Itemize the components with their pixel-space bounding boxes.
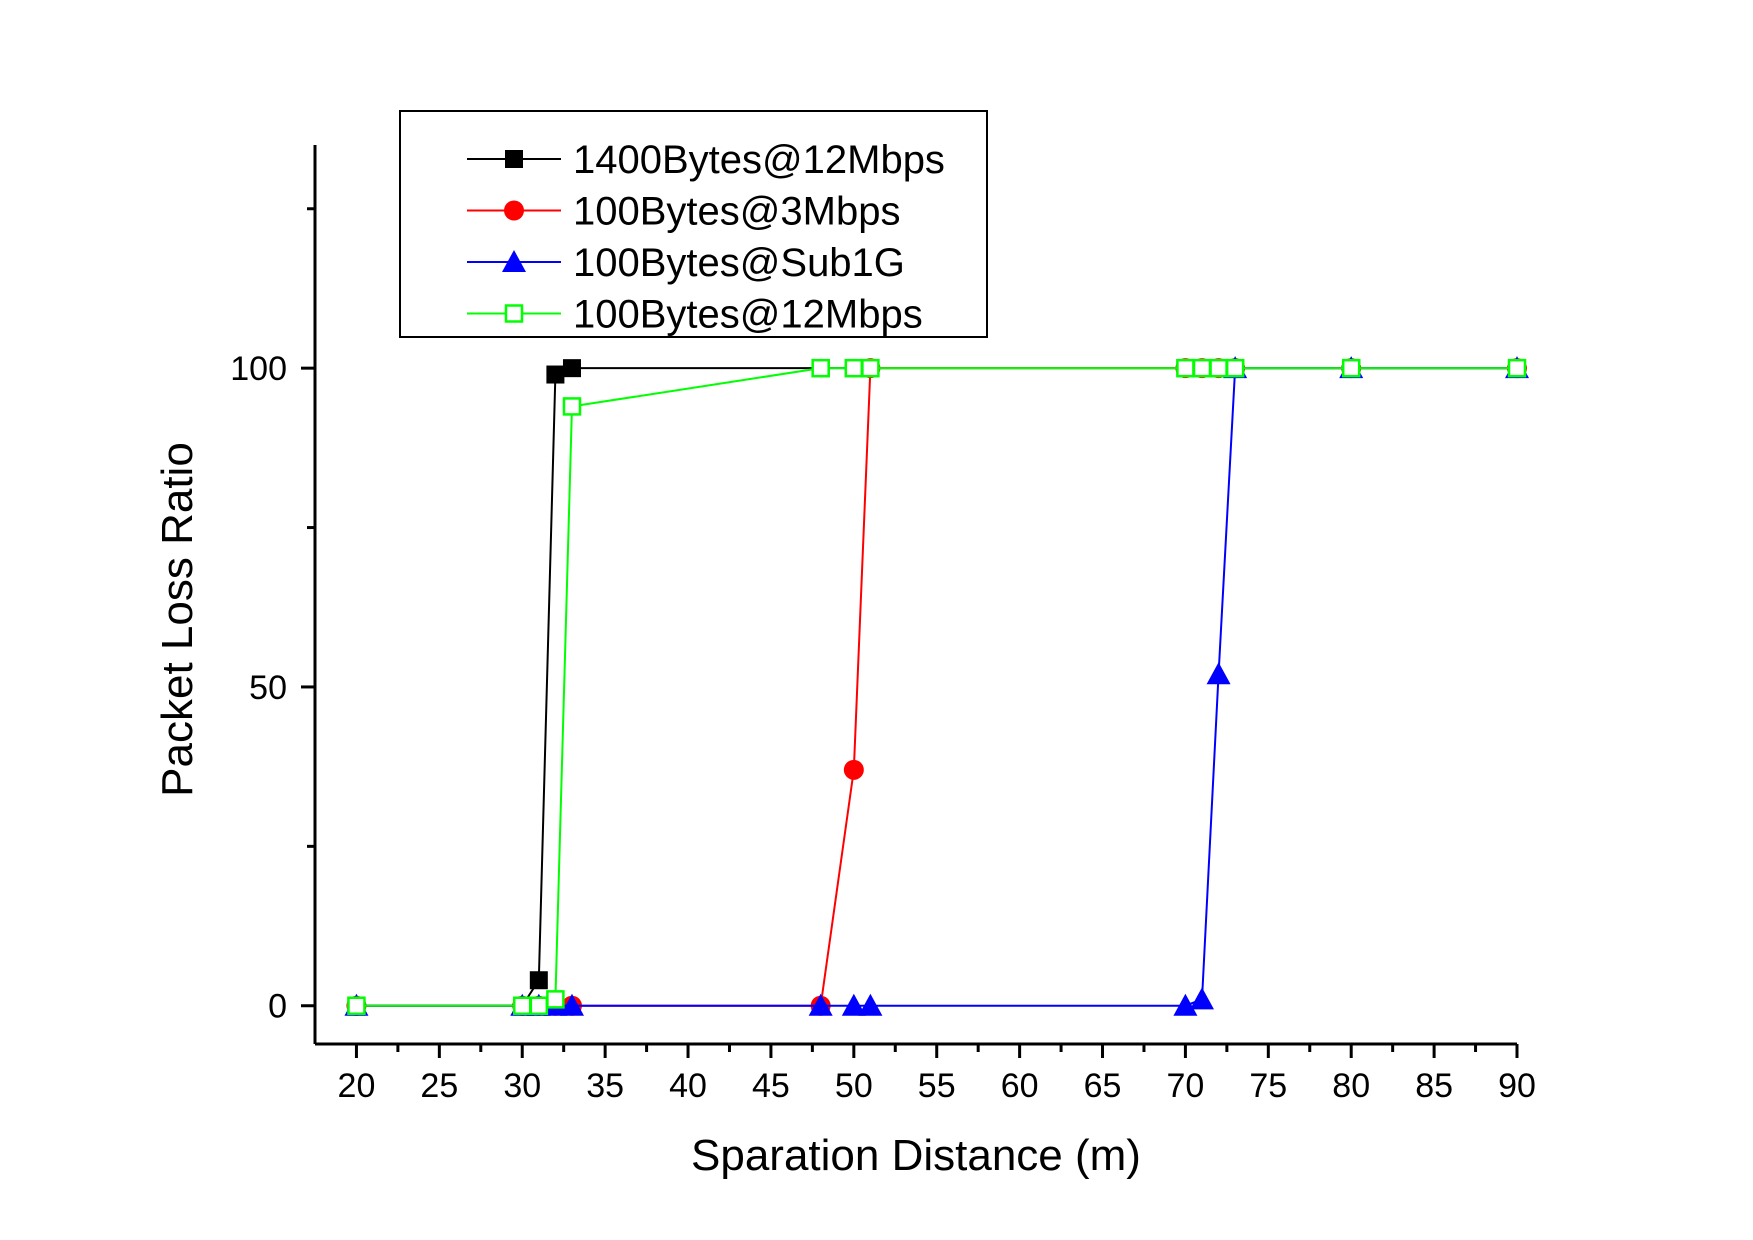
data-point — [1192, 358, 1212, 378]
data-point — [1507, 358, 1527, 378]
data-point — [1209, 358, 1228, 378]
y-axis-title: Packet Loss Ratio — [153, 442, 202, 797]
data-point — [562, 397, 582, 416]
data-point — [546, 365, 565, 384]
x-tick-label: 35 — [586, 1067, 624, 1105]
x-axis-title: Sparation Distance (m) — [691, 1131, 1141, 1180]
data-point — [1173, 993, 1198, 1016]
data-point — [546, 990, 565, 1009]
x-tick-label: 85 — [1415, 1067, 1453, 1105]
legend-marker — [504, 200, 524, 221]
plot-area — [344, 356, 1529, 1016]
legend-marker — [502, 250, 526, 272]
x-tick-label: 65 — [1084, 1067, 1122, 1105]
data-point — [1225, 358, 1245, 378]
data-point — [529, 996, 549, 1015]
legend-label: 100Bytes@12Mbps — [573, 293, 923, 337]
data-point — [1176, 358, 1195, 378]
x-tick-label: 55 — [918, 1067, 956, 1105]
series-4 — [347, 358, 1527, 1015]
x-tick-label: 80 — [1332, 1067, 1370, 1105]
data-point — [843, 759, 864, 780]
series-line — [356, 367, 1517, 1007]
data-point — [559, 993, 584, 1016]
x-tick-label: 20 — [338, 1067, 376, 1105]
series-line — [356, 367, 1517, 1007]
x-tick-label: 50 — [835, 1067, 873, 1105]
x-tick-label: 45 — [752, 1067, 790, 1105]
legend-box — [399, 110, 988, 338]
series-line — [356, 367, 1517, 1007]
legend-marker — [505, 150, 523, 168]
data-point — [529, 971, 548, 990]
y-tick-label: 50 — [249, 669, 287, 707]
data-point — [858, 993, 883, 1016]
data-point — [1341, 358, 1361, 378]
x-tick-label: 70 — [1166, 1067, 1204, 1105]
y-tick-label: 0 — [268, 988, 287, 1026]
x-tick-label: 25 — [420, 1067, 458, 1105]
data-point — [841, 993, 866, 1016]
series-3 — [344, 356, 1529, 1016]
legend-label: 100Bytes@3Mbps — [573, 190, 900, 234]
legend-marker — [504, 304, 524, 323]
x-tick-label: 30 — [503, 1067, 541, 1105]
data-point — [562, 359, 581, 378]
data-point — [844, 358, 864, 378]
legend: 1400Bytes@12Mbps 100Bytes@3Mbps 100Bytes@S… — [399, 110, 988, 338]
data-point — [512, 996, 532, 1015]
data-point — [811, 358, 830, 378]
axes: 20 25 30 35 40 45 50 55 60 65 70 75 80 85 90 0 50 100 — [230, 145, 1536, 1105]
x-tick-label: 40 — [669, 1067, 707, 1105]
data-point — [861, 358, 880, 378]
legend-label: 100Bytes@Sub1G — [573, 241, 905, 285]
legend-label: 1400Bytes@12Mbps — [573, 138, 945, 182]
data-point — [1206, 662, 1231, 685]
x-tick-label: 60 — [1001, 1067, 1039, 1105]
series-2 — [346, 358, 1527, 1016]
data-point — [808, 993, 833, 1016]
x-tick-label: 75 — [1249, 1067, 1287, 1105]
data-point — [1189, 987, 1214, 1010]
series-line — [356, 367, 1517, 1007]
series-1 — [347, 359, 1526, 1015]
y-tick-label: 100 — [230, 350, 287, 388]
data-point — [347, 996, 366, 1015]
x-tick-label: 90 — [1498, 1067, 1536, 1105]
